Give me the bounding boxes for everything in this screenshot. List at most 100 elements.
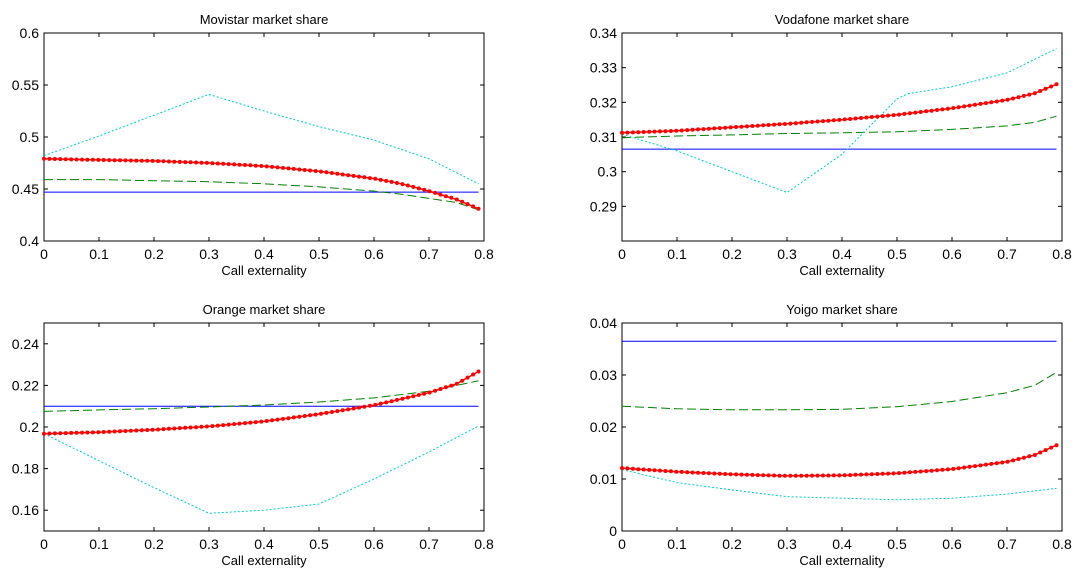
series-marker [744,124,749,129]
series-marker [422,391,427,396]
x-tick-label: 0.5 [309,536,329,552]
series-marker [259,419,264,424]
series-marker [118,158,122,163]
series-marker [134,158,139,163]
series-marker [199,424,204,429]
series-marker [264,164,269,169]
series-marker [625,130,630,135]
x-tick-label: 0.4 [832,536,852,552]
series-marker [869,472,874,477]
series-marker [357,405,361,410]
series-marker [188,425,193,430]
series-marker [1054,82,1059,87]
y-tick-label: 0.22 [12,377,39,393]
series-marker [652,129,657,134]
series-marker [90,430,95,435]
series-marker [853,116,858,121]
series-line-dotted [621,48,1057,194]
chart-title: Yoigo market share [786,302,898,317]
series-marker [821,473,825,478]
series-marker [237,162,242,167]
series-line-dashed [44,179,479,211]
y-tick-label: 0.01 [590,471,617,487]
series-marker [139,428,144,433]
series-marker [620,466,624,471]
series-marker [215,423,220,428]
series-marker [804,120,809,125]
x-tick-label: 0 [40,246,48,262]
series-marker [859,472,863,477]
series-marker [85,430,90,435]
series-marker [772,122,777,127]
x-tick-label: 0.2 [144,536,164,552]
series-marker [734,125,739,129]
series-marker [264,419,269,423]
series-marker [438,387,443,391]
x-tick-label: 0 [40,536,48,552]
series-line-dotted [43,93,479,185]
series-marker [1021,455,1026,460]
series-line-dotted [43,425,479,514]
series-marker [270,164,275,169]
series-marker [848,117,853,121]
series-marker [454,381,459,386]
series-marker [166,159,171,164]
series-marker [275,165,280,170]
y-tick-label: 0.55 [12,77,39,93]
series-marker [286,166,291,171]
series-marker [788,121,793,126]
series-marker [400,396,405,401]
series-marker [782,122,787,126]
series-marker [772,473,777,478]
x-tick-label: 0 [618,536,626,552]
series-marker [712,126,717,131]
series-marker [755,473,760,478]
series-marker [717,126,722,131]
x-tick-label: 0.3 [199,246,219,262]
series-marker [701,127,706,132]
series-marker [183,425,188,430]
series-marker [313,169,318,173]
series-marker [313,412,318,417]
series-marker [384,178,389,183]
series-marker [831,118,836,123]
series-marker [891,113,896,118]
series-marker [755,123,760,128]
series-marker [842,473,847,478]
series-marker [668,129,673,133]
series-marker [433,190,438,195]
series-marker [761,473,766,478]
series-line-dotted [621,469,1057,501]
series-marker [411,184,416,189]
series-marker [340,172,345,177]
series-marker [1054,443,1059,448]
series-marker [831,473,836,478]
series-marker [880,471,885,476]
series-marker [956,466,961,471]
y-tick-label: 0.29 [590,198,617,214]
series-marker [902,470,907,475]
series-marker [663,129,668,134]
series-marker [815,119,820,124]
series-marker [367,176,372,181]
series-marker [52,157,57,161]
y-tick-label: 0.04 [590,315,617,331]
plot-frame [43,32,485,242]
x-tick-label: 0.5 [887,246,907,262]
series-marker [346,407,351,412]
series-marker [96,430,101,435]
x-tick-label: 0.4 [254,536,274,552]
series-marker [476,206,481,211]
series-marker [42,156,46,161]
series-line-dashed [43,380,479,412]
series-marker [210,424,215,429]
series-marker [880,114,885,119]
x-tick-label: 0.5 [887,536,907,552]
series-marker [810,119,815,124]
series-marker [378,401,383,406]
series-marker [297,167,302,172]
series-marker [935,468,939,473]
x-tick-label: 0.3 [777,246,797,262]
series-marker [940,107,945,112]
series-marker [1038,450,1043,455]
